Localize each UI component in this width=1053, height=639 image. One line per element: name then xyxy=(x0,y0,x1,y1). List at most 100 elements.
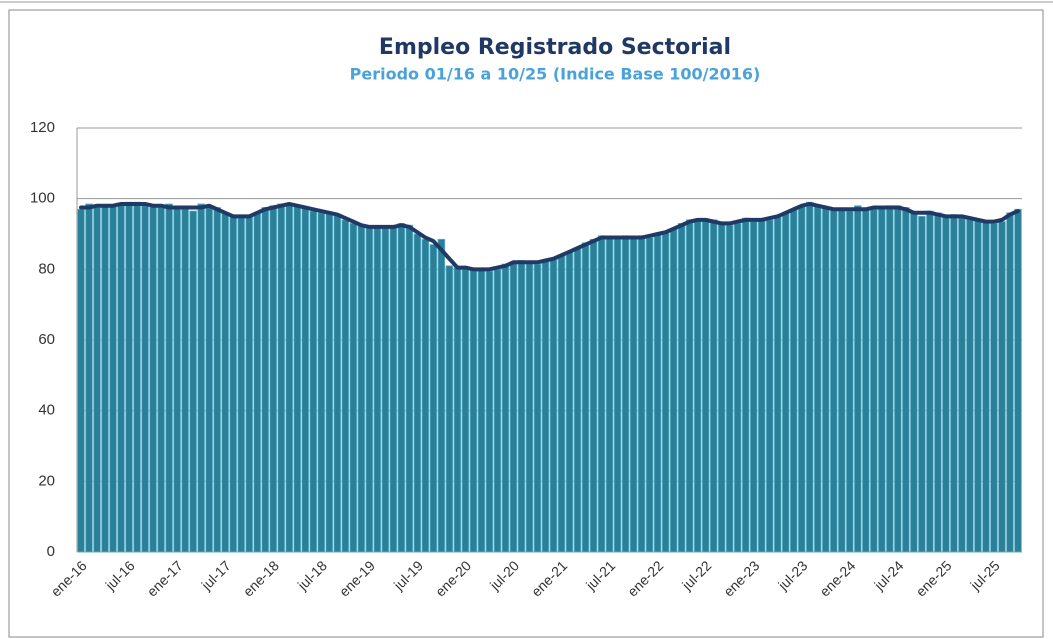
bar xyxy=(757,219,766,553)
bar xyxy=(966,217,974,553)
bar xyxy=(878,207,886,553)
bar xyxy=(693,219,702,553)
bar xyxy=(269,205,277,553)
bar xyxy=(998,221,1006,553)
bar xyxy=(149,205,157,553)
bar xyxy=(549,258,558,553)
bar xyxy=(189,210,197,553)
frame xyxy=(8,9,1044,638)
bar xyxy=(773,215,782,553)
bar xyxy=(902,207,910,553)
bar xyxy=(990,222,998,553)
bar xyxy=(325,212,334,553)
bar xyxy=(974,219,982,553)
bar xyxy=(293,205,301,553)
bar xyxy=(781,212,790,553)
y-tick-label: 120 xyxy=(30,119,55,136)
bar xyxy=(605,237,614,553)
bar xyxy=(181,208,189,553)
bar xyxy=(229,215,237,553)
bar xyxy=(437,238,446,553)
bar xyxy=(485,270,494,553)
bar xyxy=(982,221,990,553)
bar xyxy=(637,235,646,553)
bar xyxy=(101,205,109,553)
bar xyxy=(749,221,758,553)
bar xyxy=(429,244,438,553)
bar xyxy=(237,217,245,553)
bar xyxy=(165,203,173,553)
bar xyxy=(317,212,326,553)
bar xyxy=(197,203,205,553)
bar xyxy=(541,260,550,553)
bar xyxy=(806,201,814,553)
bar xyxy=(581,242,590,553)
bar xyxy=(133,201,141,553)
bar xyxy=(261,207,269,553)
bar xyxy=(445,265,454,553)
y-tick-label: 100 xyxy=(30,190,55,207)
bar xyxy=(405,224,414,553)
bar xyxy=(501,263,510,553)
bar xyxy=(357,224,366,553)
trend-line xyxy=(79,201,1020,272)
bar xyxy=(77,208,85,553)
bar xyxy=(645,237,654,553)
chart-title: Empleo Registrado Sectorial xyxy=(379,35,731,60)
bar xyxy=(333,214,342,553)
bar xyxy=(621,235,630,553)
bar xyxy=(862,208,870,553)
chart-subtitle: Periodo 01/16 a 10/25 (Indice Base 100/2… xyxy=(350,65,761,84)
bar xyxy=(397,222,406,553)
bar xyxy=(1014,208,1022,553)
bar xyxy=(245,215,253,553)
bar xyxy=(589,238,598,553)
y-tick-label: 40 xyxy=(38,402,55,419)
bar xyxy=(950,214,958,553)
bar xyxy=(685,219,694,553)
bar xyxy=(389,226,398,553)
bar xyxy=(918,215,926,553)
bar xyxy=(789,208,798,553)
bar xyxy=(533,263,542,553)
bar xyxy=(93,207,101,553)
bar xyxy=(846,210,854,553)
bar xyxy=(349,222,358,553)
bar xyxy=(733,222,742,553)
y-tick-label: 80 xyxy=(38,260,55,277)
bar xyxy=(926,210,934,553)
bar xyxy=(677,222,686,553)
bar xyxy=(373,226,382,553)
y-tick-label: 20 xyxy=(38,472,55,489)
bar xyxy=(525,261,534,553)
bar xyxy=(765,219,774,553)
bar xyxy=(517,260,526,553)
bar xyxy=(309,210,318,553)
bar xyxy=(870,208,878,553)
bar xyxy=(453,267,462,553)
bar xyxy=(141,205,149,553)
bar xyxy=(669,228,678,553)
bar xyxy=(613,237,622,553)
bar xyxy=(421,238,430,553)
bar xyxy=(958,215,966,553)
y-tick-label: 60 xyxy=(38,331,55,348)
bar xyxy=(709,219,718,553)
bar xyxy=(221,212,229,553)
bar xyxy=(557,254,566,553)
bar xyxy=(469,268,478,553)
bar xyxy=(822,207,830,553)
bar xyxy=(629,237,638,553)
bar xyxy=(205,205,213,553)
bar xyxy=(477,268,486,553)
bar xyxy=(1006,212,1014,553)
bar xyxy=(509,261,518,553)
bar xyxy=(109,205,117,553)
bar xyxy=(838,208,846,553)
bar xyxy=(341,219,350,553)
bar xyxy=(886,205,894,553)
bar xyxy=(493,268,502,553)
bar xyxy=(365,226,374,553)
bar xyxy=(854,205,862,553)
bar xyxy=(910,212,918,553)
